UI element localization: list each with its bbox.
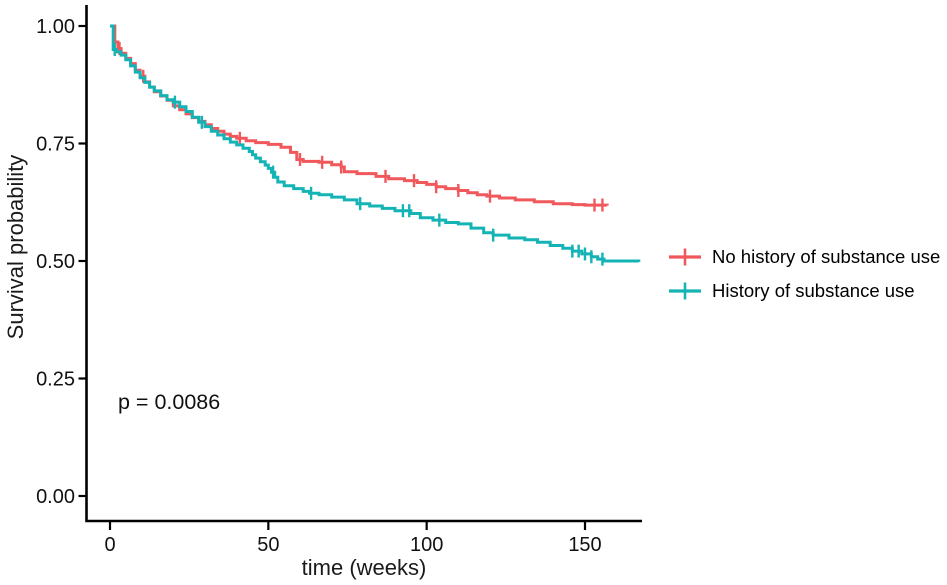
y-tick-label: 1.00 (36, 16, 75, 38)
y-tick-label: 0.50 (36, 251, 75, 273)
censor-plus-icon (669, 248, 701, 266)
survival-curve-1 (110, 24, 641, 263)
x-tick-label: 50 (257, 534, 279, 556)
legend-key-no-history (669, 248, 701, 266)
x-tick-label: 150 (568, 534, 601, 556)
y-axis-title: Survival probability (3, 154, 28, 340)
survival-curve-0 (110, 24, 609, 207)
legend-item-no-history: No history of substance use (666, 240, 940, 274)
y-tick-label: 0.25 (36, 369, 75, 391)
p-value-annotation: p = 0.0086 (118, 390, 221, 414)
y-tick-label: 0.75 (36, 134, 75, 156)
legend-item-history: History of substance use (666, 274, 940, 308)
y-tick-label: 0.00 (36, 486, 75, 508)
legend-label-no-history: No history of substance use (712, 246, 941, 267)
legend: No history of substance use History of s… (666, 240, 940, 308)
x-tick-label: 100 (410, 534, 443, 556)
censor-plus-icon (669, 282, 701, 300)
axis-lines (85, 5, 642, 523)
legend-key-history (669, 282, 701, 300)
x-tick-label: 0 (104, 534, 115, 556)
x-axis-title: time (weeks) (301, 555, 427, 580)
legend-label-history: History of substance use (712, 280, 915, 301)
